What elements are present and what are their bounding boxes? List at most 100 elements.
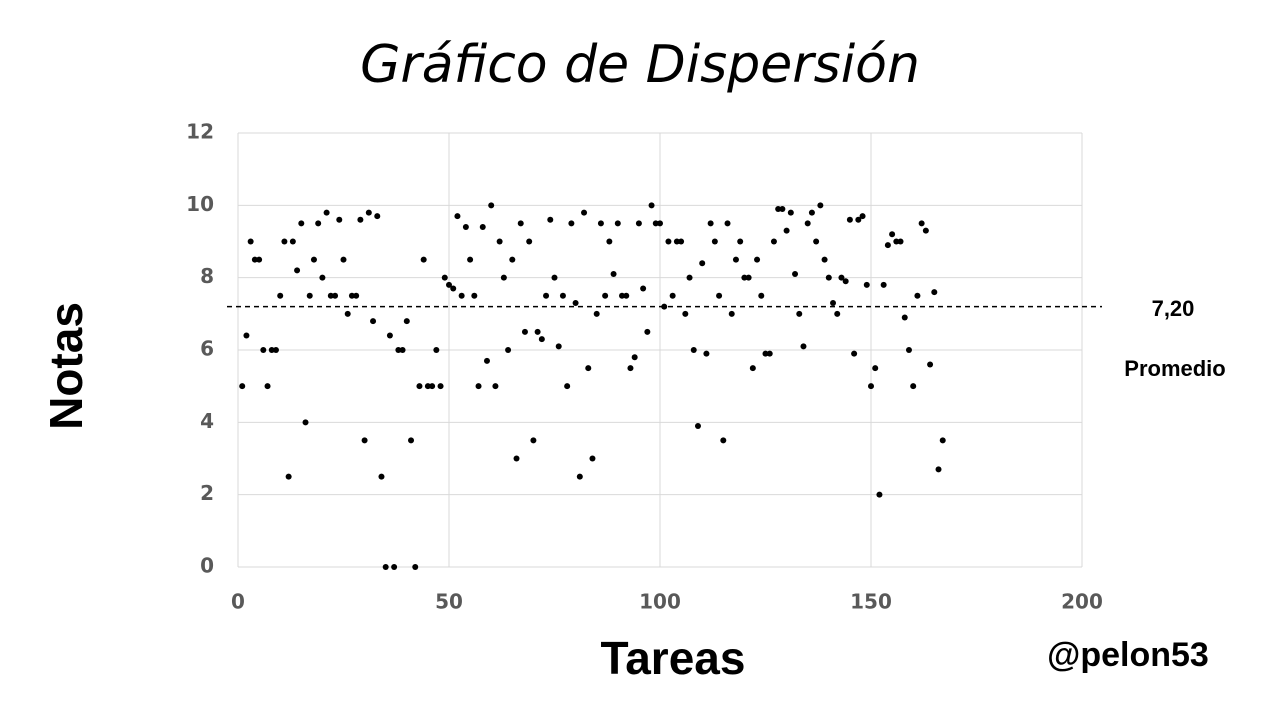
point: [808, 209, 815, 216]
point: [327, 292, 334, 299]
point: [720, 437, 727, 444]
point: [294, 267, 301, 274]
point: [534, 328, 541, 335]
point: [682, 310, 689, 317]
point: [813, 238, 820, 245]
point: [517, 220, 524, 227]
point: [686, 274, 693, 281]
point: [918, 220, 925, 227]
point: [483, 357, 490, 364]
point: [610, 271, 617, 278]
point: [446, 281, 452, 288]
point: [395, 347, 402, 353]
y-tick-label: 0: [200, 554, 214, 578]
point: [543, 292, 550, 299]
point: [804, 220, 811, 227]
point: [665, 238, 672, 245]
point: [496, 238, 503, 245]
point: [277, 292, 284, 299]
watermark: @pelon53: [1047, 636, 1209, 674]
point: [766, 350, 773, 357]
point: [614, 220, 621, 227]
point: [370, 318, 377, 325]
point: [775, 205, 782, 212]
point: [256, 256, 263, 263]
point: [640, 285, 647, 292]
point: [310, 256, 317, 263]
point: [855, 216, 862, 223]
y-tick-label: 10: [186, 192, 214, 216]
point: [880, 281, 887, 288]
point: [285, 473, 292, 480]
point: [635, 220, 642, 227]
point: [243, 332, 250, 339]
point: [336, 216, 343, 223]
point: [644, 328, 651, 335]
point: [868, 383, 874, 390]
point: [876, 491, 883, 498]
point: [935, 466, 942, 473]
point: [703, 350, 710, 357]
point: [572, 299, 579, 306]
point: [555, 343, 562, 350]
point: [488, 202, 495, 209]
point: [787, 209, 794, 216]
point: [513, 455, 520, 462]
point: [247, 238, 254, 245]
point: [602, 292, 609, 299]
point: [420, 256, 427, 263]
point: [433, 347, 440, 353]
y-tick-label: 4: [200, 409, 214, 433]
point: [884, 242, 891, 249]
point: [302, 419, 309, 426]
point: [694, 422, 701, 429]
point: [441, 274, 448, 281]
point: [462, 224, 469, 231]
point: [408, 437, 415, 444]
point: [268, 347, 275, 353]
point: [521, 328, 528, 335]
point: [817, 202, 824, 209]
point: [492, 383, 499, 390]
point: [922, 227, 929, 234]
point: [606, 238, 613, 245]
point: [762, 350, 769, 357]
point: [851, 350, 858, 357]
x-axis-label: Tareas: [601, 632, 746, 684]
point: [340, 256, 347, 263]
point: [264, 383, 271, 390]
point: [416, 383, 423, 390]
point: [783, 227, 790, 234]
point: [619, 292, 626, 299]
y-tick-label: 2: [200, 481, 214, 505]
point: [298, 220, 305, 227]
point: [437, 383, 444, 390]
point: [551, 274, 558, 281]
point: [530, 437, 537, 444]
point: [365, 209, 372, 216]
point: [403, 318, 410, 325]
point: [927, 361, 934, 368]
point: [699, 260, 706, 267]
average-label: Promedio: [1124, 356, 1225, 381]
point: [741, 274, 748, 281]
point: [707, 220, 714, 227]
point: [564, 383, 571, 390]
point: [526, 238, 533, 245]
point: [716, 292, 723, 299]
point: [825, 274, 832, 281]
point: [382, 564, 389, 570]
point: [863, 281, 870, 288]
point: [348, 292, 355, 299]
point: [593, 310, 600, 317]
point: [260, 347, 267, 353]
point: [842, 278, 849, 285]
point: [479, 224, 486, 231]
point: [690, 347, 697, 353]
point: [467, 256, 474, 263]
point: [859, 213, 866, 220]
point: [509, 256, 516, 263]
point: [648, 202, 655, 209]
